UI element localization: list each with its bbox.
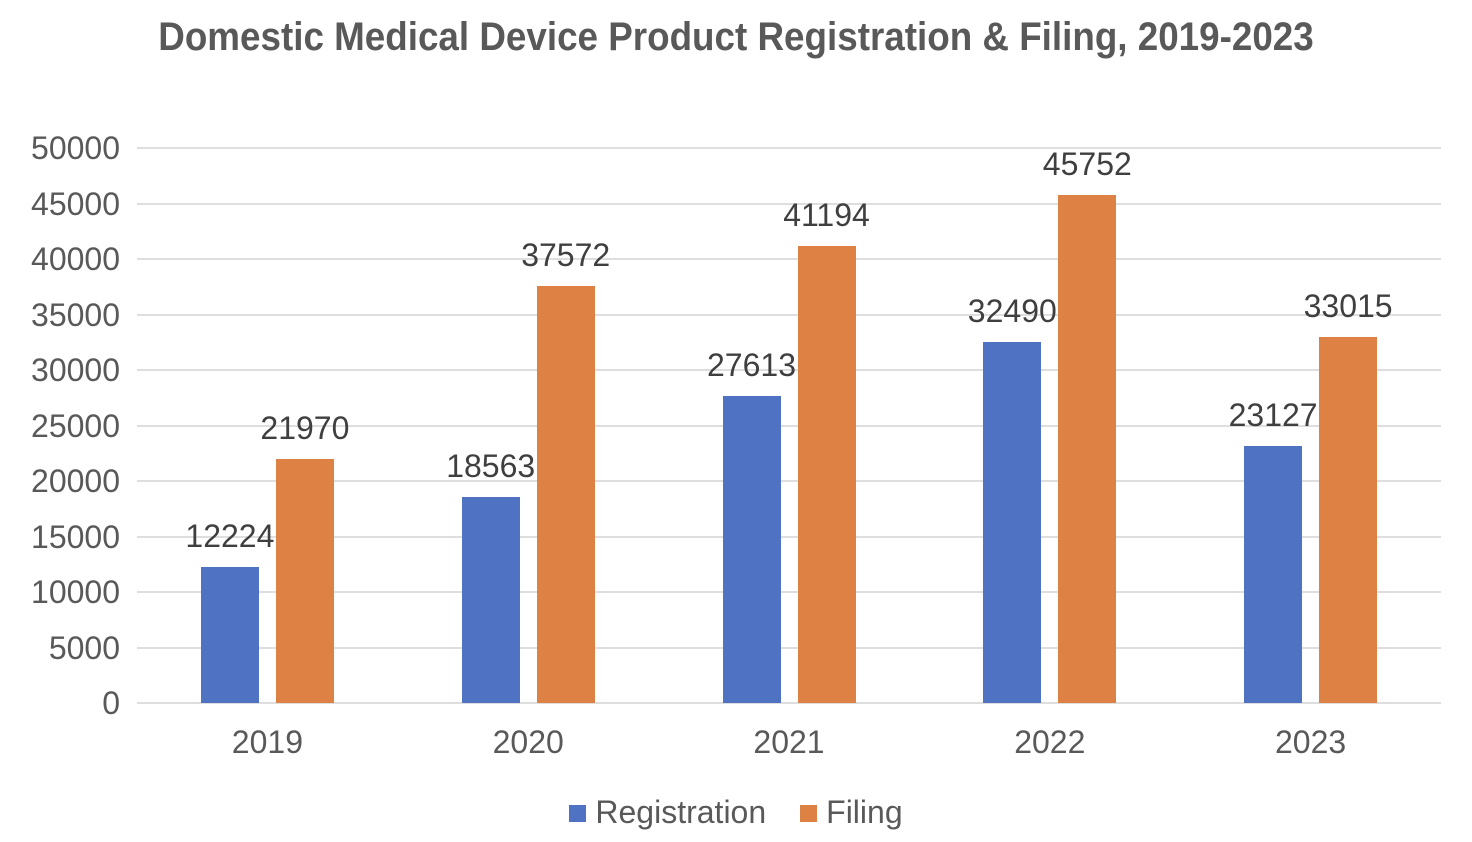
legend-swatch-filing [800, 805, 818, 822]
bar-value-label: 32490 [967, 293, 1057, 330]
y-axis-tick-label: 35000 [31, 296, 120, 333]
bar-value-label: 33015 [1303, 287, 1393, 324]
legend-item-filing: Filing [800, 794, 903, 830]
bar-value-label: 37572 [521, 236, 611, 273]
y-axis-tick-label: 30000 [31, 352, 120, 388]
legend-swatch-registration [569, 805, 587, 822]
legend-item-registration: Registration [569, 794, 766, 830]
bar-filing-2022 [1058, 195, 1117, 703]
gridline [137, 258, 1441, 260]
bar-value-label: 12224 [185, 518, 275, 555]
bar-registration-2019 [200, 567, 259, 703]
legend-label: Registration [595, 794, 767, 830]
bar-registration-2021 [722, 396, 781, 703]
y-axis-tick-label: 5000 [48, 629, 120, 666]
legend: Registration Filing [0, 794, 1472, 830]
bar-registration-2023 [1244, 446, 1303, 703]
x-axis-tick-label: 2020 [492, 724, 564, 760]
y-axis-tick-label: 50000 [31, 130, 120, 166]
bar-filing-2019 [275, 459, 334, 703]
gridline [137, 147, 1441, 149]
bar-filing-2023 [1319, 336, 1378, 703]
bar-value-label: 23127 [1228, 397, 1318, 434]
gridline [137, 313, 1441, 316]
bar-filing-2021 [797, 245, 856, 703]
x-axis-tick-label: 2021 [753, 724, 825, 760]
y-axis-tick-label: 40000 [31, 241, 120, 277]
y-axis-tick-label: 25000 [31, 407, 120, 444]
x-axis-tick-label: 2019 [231, 724, 303, 760]
x-axis-tick-label: 2023 [1275, 724, 1347, 760]
bar-value-label: 21970 [260, 410, 350, 447]
bar-registration-2022 [983, 342, 1042, 703]
bar-value-label: 18563 [446, 447, 536, 484]
y-axis-tick-label: 45000 [31, 185, 120, 222]
x-axis-tick-label: 2022 [1014, 724, 1086, 760]
chart-title: Domestic Medical Device Product Registra… [158, 15, 1314, 59]
y-axis-tick-label: 10000 [31, 574, 120, 610]
bar-value-label: 45752 [1042, 146, 1132, 183]
bar-value-label: 41194 [783, 196, 870, 233]
bar-registration-2020 [461, 496, 520, 703]
legend-label: Filing [826, 794, 903, 830]
y-axis-tick-label: 15000 [31, 518, 120, 555]
bar-value-label: 27613 [707, 347, 796, 384]
bar-filing-2020 [536, 285, 595, 703]
y-axis-tick-label: 20000 [31, 463, 120, 499]
y-axis-tick-label: 0 [102, 685, 120, 721]
